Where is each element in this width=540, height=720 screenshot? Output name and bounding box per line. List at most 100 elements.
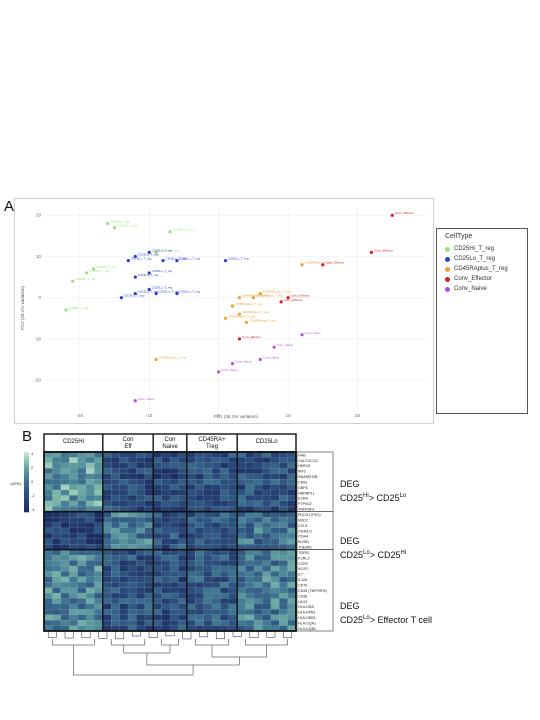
heatmap-cell [136, 592, 146, 599]
heatmap-cell [287, 614, 297, 621]
heatmap-cell [195, 582, 204, 588]
heatmap-cell [136, 495, 146, 502]
colorbar-segment [24, 480, 29, 483]
dendrogram-branch [199, 631, 209, 638]
heatmap-cell [153, 468, 162, 474]
heatmap-cell [119, 571, 129, 578]
heatmap-cell [237, 571, 246, 578]
heatmap-cell [270, 554, 280, 561]
heatmap-cell [43, 609, 53, 616]
heatmap-cell [169, 592, 179, 599]
heatmap-cell [119, 533, 129, 540]
heatmap-cell [144, 479, 154, 485]
heatmap-cell [136, 538, 146, 545]
heatmap-cell [144, 468, 154, 474]
heatmap-cell [43, 484, 53, 491]
gene-label: RNASEH2B [298, 475, 318, 479]
heatmap-cell [178, 620, 188, 626]
heatmap-cell [94, 484, 104, 491]
data-point [147, 287, 151, 292]
heatmap-cell [144, 609, 154, 616]
data-point [147, 271, 151, 275]
heatmap-cell [60, 533, 70, 540]
heatmap-cell [77, 549, 87, 556]
heatmap-cell [186, 620, 196, 626]
heatmap-cell [102, 527, 112, 534]
heatmap-cell [52, 533, 62, 540]
heatmap-cell [195, 457, 204, 464]
heatmap-cell [237, 598, 246, 605]
heatmap-cell [127, 484, 137, 491]
heatmap-cell [186, 565, 196, 572]
heatmap-cell [52, 527, 62, 534]
colorbar-segment [24, 472, 29, 475]
heatmap-cell [52, 517, 62, 523]
heatmap-cell [94, 468, 104, 474]
heatmap-cell [220, 576, 230, 583]
dendrogram-branch [266, 631, 276, 638]
heatmap-cell [262, 484, 272, 491]
heatmap-cell [220, 479, 230, 485]
heatmap-cell [102, 489, 112, 496]
heatmap-cell [237, 484, 246, 491]
heatmap-cell [279, 554, 288, 561]
heatmap-cell [253, 511, 263, 518]
col-group-header: Treg [206, 444, 218, 450]
heatmap-cell [43, 473, 53, 480]
heatmap-cell [60, 560, 70, 567]
heatmap-cell [186, 489, 196, 496]
data-point [300, 333, 304, 337]
heatmap-cell [153, 582, 162, 588]
heatmap-cell [102, 560, 112, 567]
heatmap-cell [237, 587, 246, 594]
heatmap-cell [169, 489, 179, 496]
heatmap-cell [43, 517, 53, 523]
heatmap-cell [262, 479, 272, 485]
heatmap-cell [136, 511, 146, 518]
heatmap-cell [270, 457, 280, 464]
heatmap-cell [60, 500, 70, 507]
heatmap-cell [220, 522, 230, 529]
heatmap-cell [195, 533, 204, 540]
heatmap-cell [127, 527, 137, 534]
heatmap-cell [169, 517, 179, 523]
heatmap-cell [77, 489, 87, 496]
heatmap-cell [178, 489, 188, 496]
heatmap-cell [43, 603, 53, 610]
colorbar-segment [24, 500, 29, 503]
heatmap-cell [220, 565, 230, 572]
col-group-header: Con [164, 437, 175, 443]
legend-label: Conv_Effector [454, 276, 492, 282]
heatmap-cell [253, 560, 263, 567]
point-label: CD45RAplus_T_reg [242, 310, 269, 314]
heatmap-cell [270, 587, 280, 594]
data-point [217, 370, 221, 374]
heatmap-cell [211, 620, 221, 626]
heatmap-cell [52, 549, 62, 556]
heatmap-cell [144, 582, 154, 588]
heatmap-cell [136, 457, 146, 464]
heatmap-cell [153, 620, 162, 626]
point-label: CD25Lo_T_reg [228, 257, 249, 261]
heatmap-cell [111, 598, 120, 605]
heatmap-cell [127, 533, 137, 540]
heatmap-cell [60, 592, 70, 599]
heatmap-cell [203, 554, 213, 561]
heatmap-cell [262, 614, 272, 621]
heatmap-cell [102, 620, 112, 626]
heatmap-cell [127, 565, 137, 572]
heatmap-cell [136, 473, 146, 480]
heatmap-cell [195, 489, 204, 496]
heatmap-cell [111, 614, 120, 621]
data-point [175, 291, 179, 296]
pca-plot-panel: -20 -10 0 10 20 20 10 0 -10 -20 PC1 (34.1% variati… [14, 198, 434, 424]
heatmap-cell [69, 576, 78, 583]
heatmap-cell [52, 500, 62, 507]
gene-label: IL7 [298, 573, 303, 577]
heatmap-cell [69, 571, 78, 578]
heatmap-cell [161, 609, 171, 616]
heatmap-cell [94, 571, 104, 578]
heatmap-cell [220, 495, 230, 502]
heatmap-cell [270, 500, 280, 507]
heatmap-cell [253, 554, 263, 561]
